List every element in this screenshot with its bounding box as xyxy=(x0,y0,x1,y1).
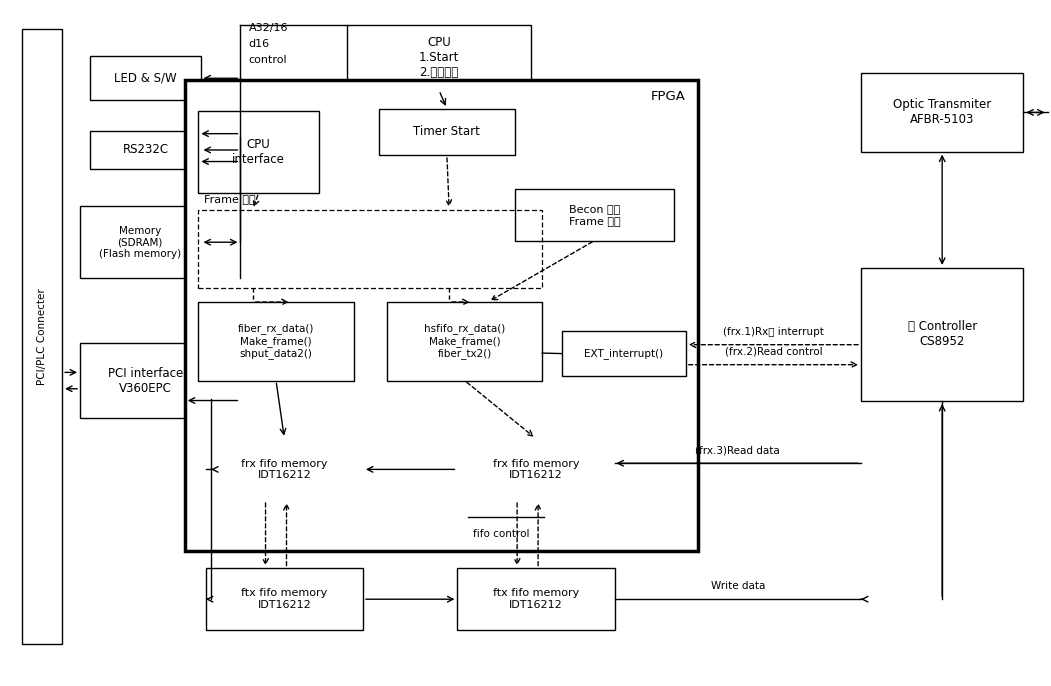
Bar xyxy=(562,331,686,376)
Text: Becon 처리
Frame 처리: Becon 처리 Frame 처리 xyxy=(569,204,620,226)
Text: (frx.3)Read data: (frx.3)Read data xyxy=(696,445,780,455)
Bar xyxy=(80,206,201,278)
Bar xyxy=(206,569,363,630)
Text: CPU
1.Start
2.유지보수: CPU 1.Start 2.유지보수 xyxy=(419,36,459,80)
Text: CPU
interface: CPU interface xyxy=(232,138,285,166)
Text: fiber_rx_data()
Make_frame()
shput_data2(): fiber_rx_data() Make_frame() shput_data2… xyxy=(238,323,314,359)
Text: Memory
(SDRAM)
(Flash memory): Memory (SDRAM) (Flash memory) xyxy=(99,226,182,259)
Bar xyxy=(90,56,201,100)
Bar xyxy=(378,108,515,155)
Bar xyxy=(185,80,699,552)
Text: control: control xyxy=(249,55,287,64)
Text: (frx.2)Read control: (frx.2)Read control xyxy=(724,346,822,357)
Text: ftx fifo memory
IDT16212: ftx fifo memory IDT16212 xyxy=(493,589,579,610)
Text: PCI/PLC Connecter: PCI/PLC Connecter xyxy=(37,288,47,385)
Text: EXT_interrupt(): EXT_interrupt() xyxy=(584,348,663,359)
Bar xyxy=(861,268,1024,401)
Text: Timer Start: Timer Start xyxy=(413,126,480,139)
Bar xyxy=(199,110,320,193)
Text: Write data: Write data xyxy=(710,581,765,591)
Text: RS232C: RS232C xyxy=(123,143,168,156)
Text: fifo control: fifo control xyxy=(473,530,530,539)
Text: Optic Transmiter
AFBR-5103: Optic Transmiter AFBR-5103 xyxy=(893,98,991,126)
Bar xyxy=(387,302,542,381)
Text: 광 Controller
CS8952: 광 Controller CS8952 xyxy=(908,320,976,348)
Bar xyxy=(206,438,363,500)
Bar xyxy=(199,210,542,288)
Text: LED & S/W: LED & S/W xyxy=(115,72,177,85)
Text: frx fifo memory
IDT16212: frx fifo memory IDT16212 xyxy=(493,459,579,480)
Bar xyxy=(80,343,211,418)
Text: hsfifo_rx_data()
Make_frame()
fiber_tx2(): hsfifo_rx_data() Make_frame() fiber_tx2(… xyxy=(424,323,506,359)
Text: d16: d16 xyxy=(249,39,270,49)
Bar xyxy=(22,29,62,643)
Text: PCI interface
V360EPC: PCI interface V360EPC xyxy=(108,366,183,394)
Bar xyxy=(90,131,201,169)
Text: (frx.1)Rx시 interrupt: (frx.1)Rx시 interrupt xyxy=(723,327,824,337)
Text: A32/16: A32/16 xyxy=(249,23,288,33)
Bar xyxy=(199,302,353,381)
Text: FPGA: FPGA xyxy=(651,90,686,103)
Text: ftx fifo memory
IDT16212: ftx fifo memory IDT16212 xyxy=(242,589,328,610)
Bar xyxy=(861,73,1024,152)
Text: frx fifo memory
IDT16212: frx fifo memory IDT16212 xyxy=(241,459,328,480)
Bar xyxy=(457,438,615,500)
Bar xyxy=(347,25,531,90)
Bar xyxy=(457,569,615,630)
Text: Frame 처리: Frame 처리 xyxy=(204,194,255,204)
Bar xyxy=(515,189,675,241)
